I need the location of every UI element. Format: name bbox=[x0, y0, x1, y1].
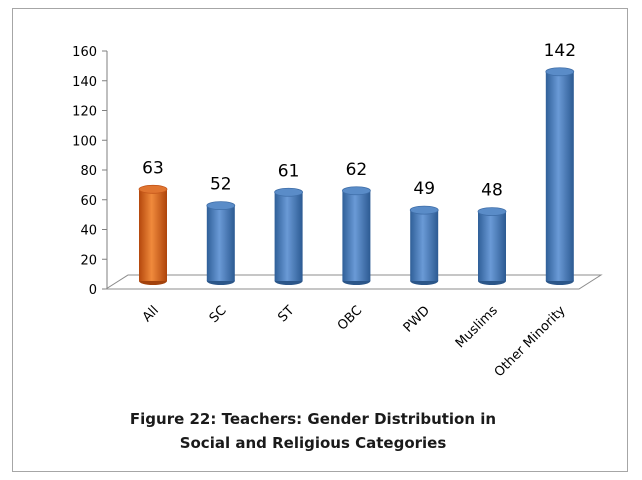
category-label: ST bbox=[275, 303, 297, 325]
bar-body bbox=[478, 211, 506, 281]
bar-body bbox=[206, 205, 235, 281]
y-tick-label: 20 bbox=[80, 253, 97, 268]
bar-top bbox=[477, 207, 507, 217]
bar-top bbox=[409, 205, 439, 215]
bar-muslims bbox=[477, 207, 507, 285]
data-label: 63 bbox=[142, 158, 164, 178]
category-label: Other Minority bbox=[492, 303, 569, 380]
category-label: All bbox=[140, 303, 162, 325]
y-tick-label: 80 bbox=[80, 164, 97, 179]
y-tick-label: 120 bbox=[72, 105, 97, 120]
caption-line-1: Figure 22: Teachers: Gender Distribution… bbox=[129, 410, 497, 428]
bar-body bbox=[545, 71, 574, 282]
bar-body bbox=[274, 192, 303, 281]
data-label: 52 bbox=[210, 175, 232, 195]
category-label: SC bbox=[207, 303, 230, 326]
category-label: Muslims bbox=[453, 303, 501, 351]
chart-frame: 0 20 40 60 80 100 120 140 160 63 All 52 SC 61 ST 62 OBC… bbox=[12, 8, 628, 472]
y-tick-label: 100 bbox=[72, 134, 97, 149]
bar-top bbox=[545, 67, 575, 77]
y-tick-label: 0 bbox=[89, 283, 97, 298]
bar-body bbox=[139, 189, 167, 281]
category-label: OBC bbox=[335, 303, 365, 333]
bar-obc bbox=[341, 186, 371, 285]
caption-line-2: Social and Religious Categories bbox=[179, 434, 447, 452]
bar-other-minority bbox=[545, 67, 575, 285]
y-tick-label: 40 bbox=[80, 224, 97, 239]
chart-caption: Figure 22: Teachers: Gender Distribution… bbox=[13, 407, 613, 455]
bar-top bbox=[274, 187, 304, 197]
bar-top bbox=[341, 186, 371, 196]
bar-sc bbox=[206, 201, 236, 285]
category-label: PWD bbox=[401, 303, 433, 335]
bar-all bbox=[138, 184, 168, 285]
y-tick-label: 160 bbox=[72, 45, 97, 60]
bar-chart: 0 20 40 60 80 100 120 140 160 63 All 52 SC 61 ST 62 OBC… bbox=[72, 41, 603, 380]
data-label: 62 bbox=[346, 160, 368, 180]
bar-body bbox=[342, 190, 371, 281]
data-label: 142 bbox=[544, 41, 576, 61]
bar-top bbox=[138, 184, 168, 194]
data-label: 48 bbox=[481, 181, 503, 201]
bars bbox=[138, 67, 575, 285]
data-label: 49 bbox=[413, 179, 435, 199]
bar-top bbox=[206, 201, 236, 211]
y-tick-label: 60 bbox=[80, 194, 97, 209]
data-label: 61 bbox=[278, 161, 300, 181]
bar-body bbox=[410, 210, 439, 281]
bar-pwd bbox=[409, 205, 439, 285]
y-tick-label: 140 bbox=[72, 75, 97, 90]
bar-st bbox=[274, 187, 304, 285]
